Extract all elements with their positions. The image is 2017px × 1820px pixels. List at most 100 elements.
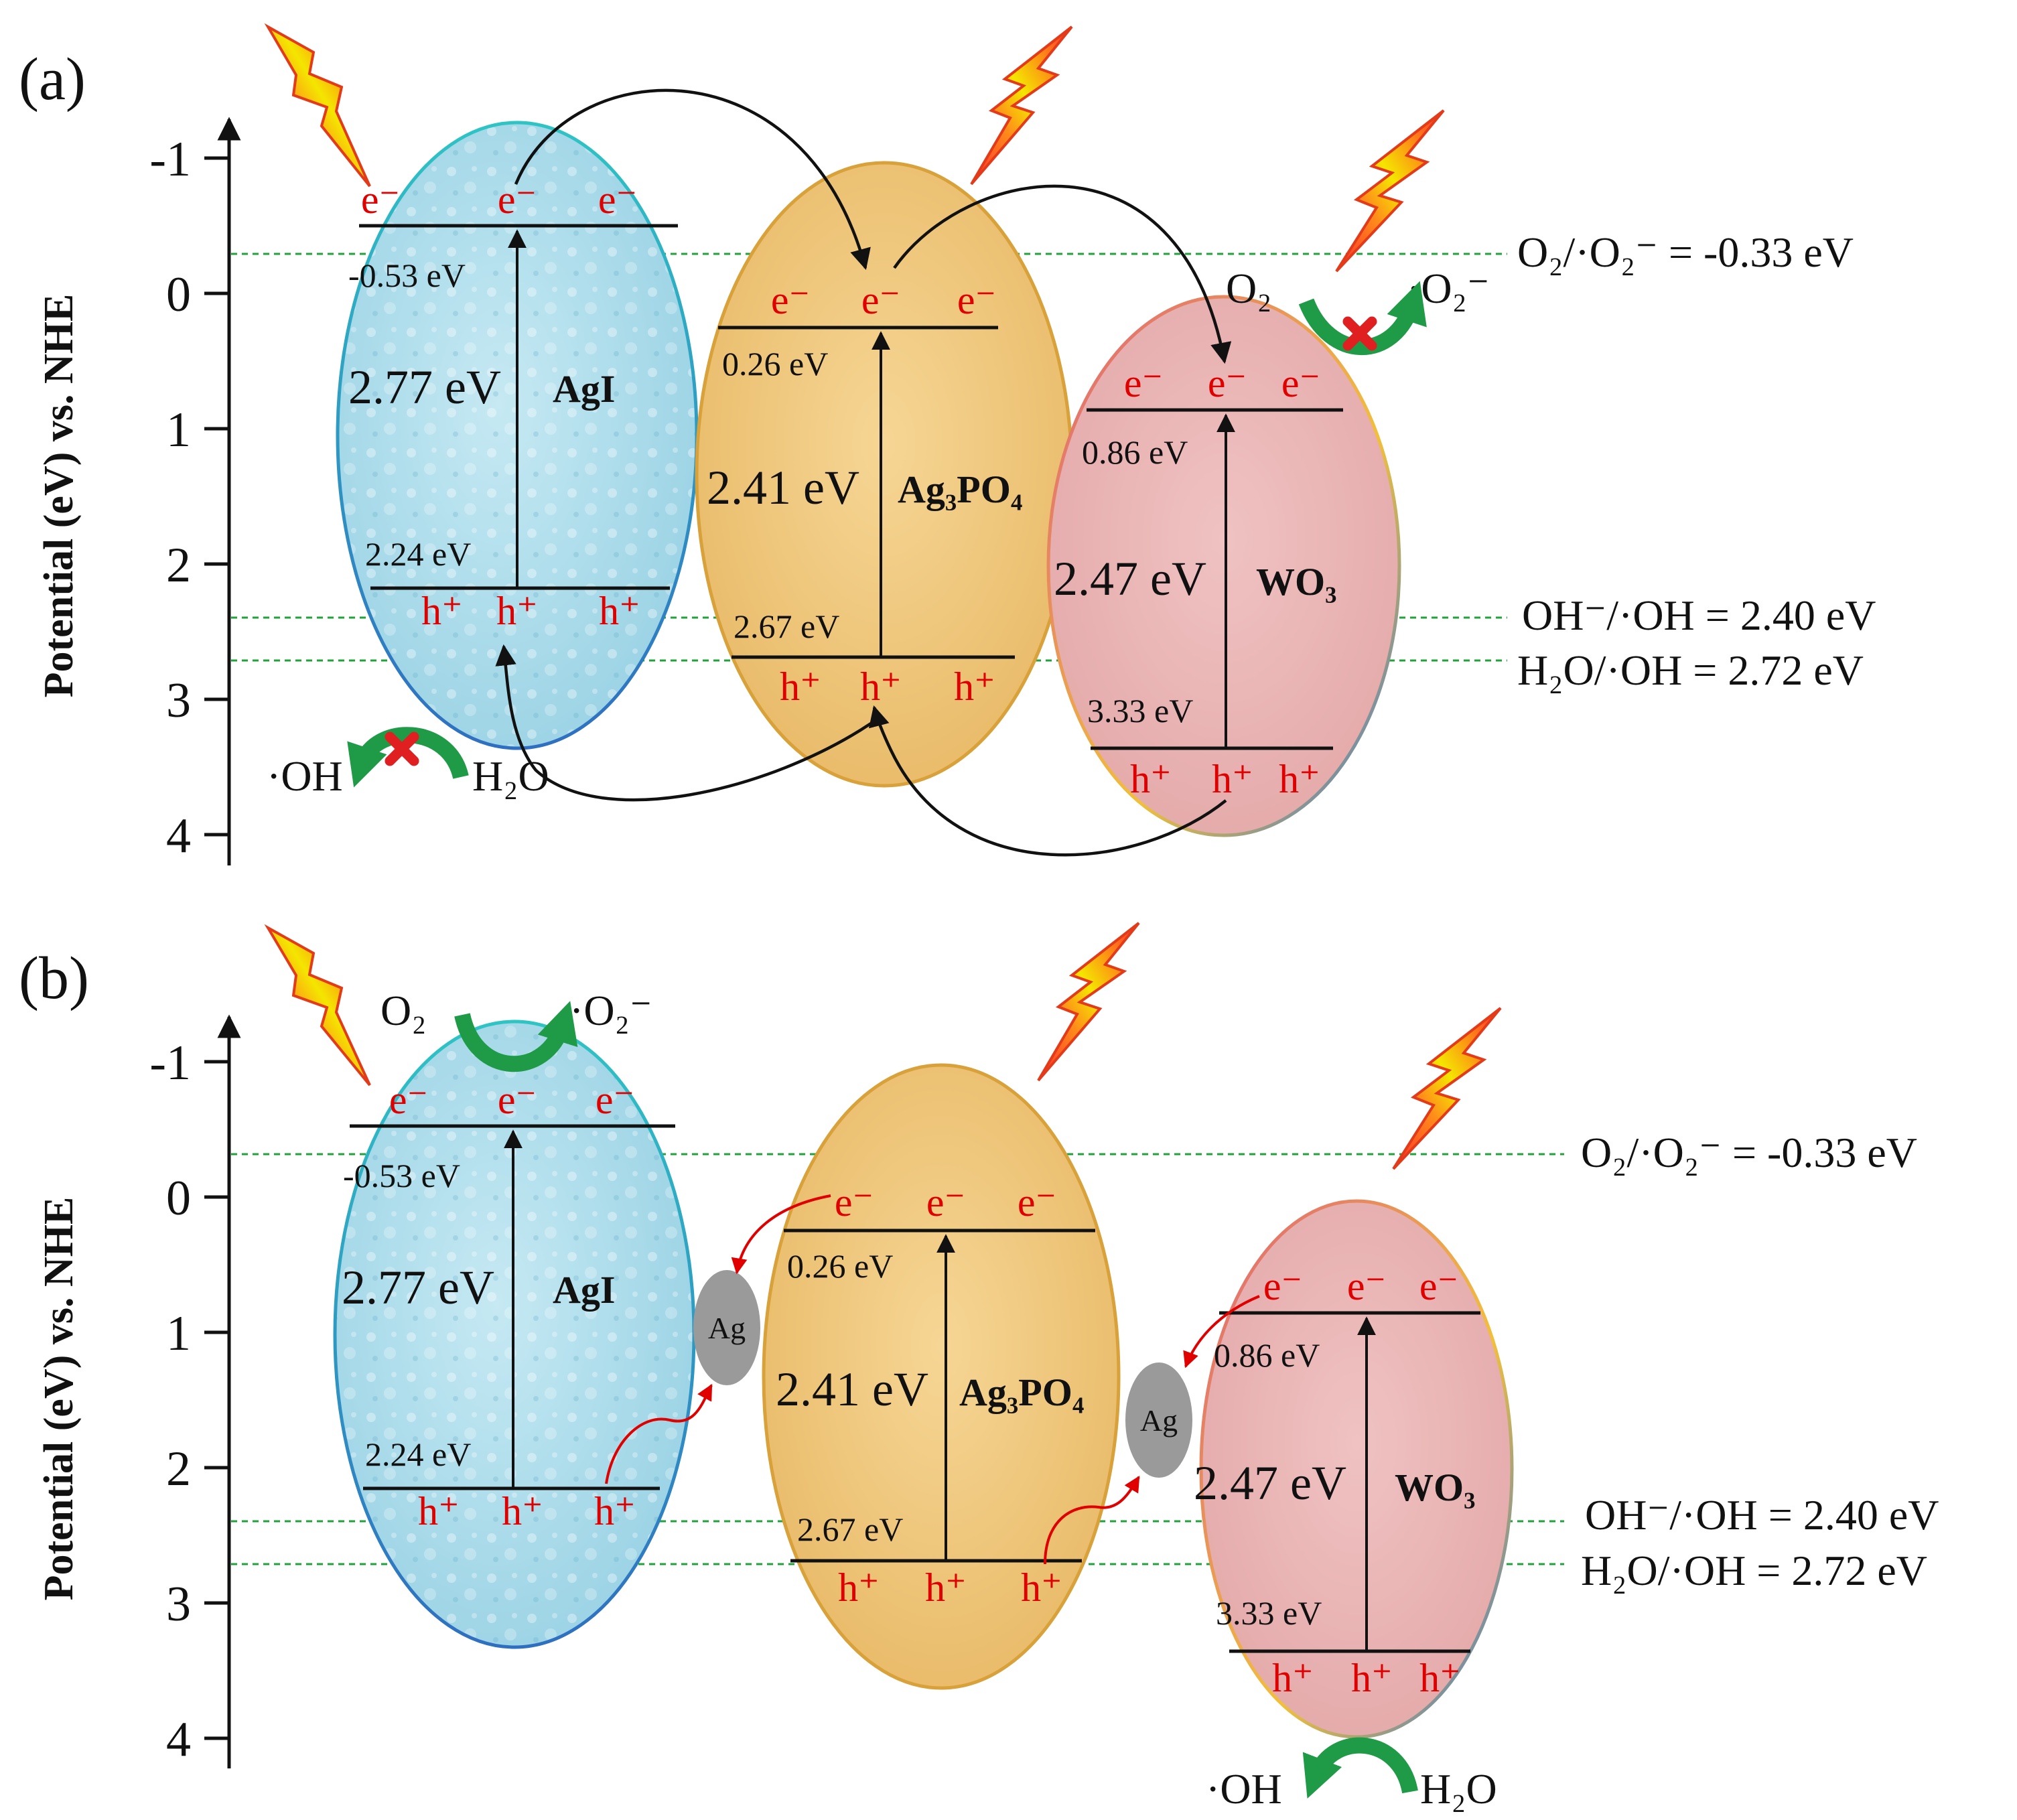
hole-recombination-arrow (605, 1383, 713, 1484)
electron-label: e⁻ (596, 1078, 634, 1122)
panel-b: (b) -1 0 1 2 3 4 Potential (eV) vs. NHE … (19, 922, 1939, 1813)
ref-label-oh: OH⁻/·OH = 2.40 eV (1522, 591, 1876, 639)
electron-label: e⁻ (1281, 361, 1320, 405)
electron-label: e⁻ (1124, 361, 1163, 405)
tick-label: 0 (166, 1171, 191, 1226)
electron-label: e⁻ (498, 1078, 537, 1122)
blocked-h2o-oxidation: ·OH H₂O (267, 727, 549, 800)
axis-a: -1 0 1 2 3 4 Potential (eV) vs. NHE (36, 117, 241, 865)
superoxide-species: ·O₂⁻ (1407, 265, 1490, 312)
ag3po4-semiconductor: e⁻ e⁻ e⁻ h⁺ h⁺ h⁺ 0.26 eV 2.67 eV 2.41 e… (762, 1063, 1121, 1690)
axis-title: Potential (eV) vs. NHE (36, 1197, 82, 1601)
tick-label: 2 (166, 538, 191, 593)
agi-cb-value: -0.53 eV (343, 1157, 460, 1194)
hole-label: h⁺ (496, 589, 538, 633)
hole-label: h⁺ (860, 664, 902, 709)
lightning-icon (1037, 922, 1140, 1082)
wo3-name: WO₃ (1395, 1466, 1476, 1509)
hole-label: h⁺ (1419, 1656, 1461, 1700)
ag3po4-semiconductor: e⁻ e⁻ e⁻ h⁺ h⁺ h⁺ 0.26 eV 2.67 eV 2.41 e… (695, 161, 1074, 788)
hole-label: h⁺ (1351, 1656, 1393, 1700)
electron-label: e⁻ (389, 1078, 428, 1122)
electron-to-ag-arrow (1183, 1295, 1260, 1369)
hole-label: h⁺ (594, 1489, 636, 1533)
electron-label: e⁻ (926, 1180, 965, 1224)
blocked-x-mark (385, 731, 419, 766)
agi-semiconductor: e⁻ e⁻ e⁻ h⁺ h⁺ h⁺ -0.53 eV 2.24 eV 2.77 … (336, 121, 699, 750)
agi-vb-value: 2.24 eV (365, 535, 471, 573)
hole-label: h⁺ (954, 664, 995, 709)
axis-title: Potential (eV) vs. NHE (36, 294, 82, 698)
ag3po4-cb-value: 0.26 eV (787, 1247, 893, 1285)
wo3-vb-value: 3.33 eV (1216, 1594, 1322, 1632)
water-species: H₂O (1420, 1765, 1497, 1813)
ref-label-h2o: H₂O/·OH = 2.72 eV (1581, 1547, 1927, 1594)
reaction-arrow (454, 1001, 578, 1072)
tick-label: 3 (166, 1577, 191, 1632)
hole-label: h⁺ (780, 664, 821, 709)
hole-label: h⁺ (418, 1489, 460, 1533)
ag3po4-name: Ag₃PO₄ (959, 1371, 1084, 1414)
hole-label: h⁺ (838, 1565, 880, 1610)
hydroxyl-species: ·OH (1206, 1765, 1282, 1813)
ag-particle: Ag (1125, 1362, 1192, 1478)
water-species: H₂O (472, 752, 549, 800)
hole-label: h⁺ (599, 589, 640, 633)
agi-semiconductor: e⁻ e⁻ e⁻ h⁺ h⁺ h⁺ -0.53 eV 2.24 eV 2.77 … (333, 1020, 696, 1649)
tick-label: -1 (149, 132, 191, 187)
blocked-o2-reduction: O₂ ·O₂⁻ (1226, 265, 1490, 356)
ref-label-o2: O₂/·O₂⁻ = -0.33 eV (1581, 1129, 1917, 1176)
o2-species: O₂ (1226, 265, 1272, 312)
ag-label: Ag (1140, 1403, 1178, 1438)
ref-label-o2: O₂/·O₂⁻ = -0.33 eV (1517, 228, 1854, 276)
hole-transfer-arrow (868, 705, 1227, 857)
agi-vb-value: 2.24 eV (365, 1436, 471, 1473)
tick-label: 1 (166, 403, 191, 458)
electron-transfer-arrow (514, 88, 871, 271)
agi-gap-value: 2.77 eV (342, 1261, 494, 1314)
o2-species: O₂ (380, 987, 427, 1034)
lightning-icon (1335, 109, 1445, 273)
lightning-icon (970, 25, 1073, 186)
wo3-ellipse (1199, 1199, 1514, 1739)
ag3po4-cb-value: 0.26 eV (722, 345, 828, 382)
ag-label: Ag (708, 1311, 746, 1345)
electron-label: e⁻ (498, 178, 537, 222)
o2-reduction: O₂ ·O₂⁻ (380, 987, 652, 1072)
wo3-name: WO₃ (1256, 560, 1337, 604)
reaction-arrow (1302, 1737, 1418, 1799)
panel-b-label: (b) (19, 945, 89, 1011)
tick-label: -1 (149, 1036, 191, 1091)
electron-label: e⁻ (1419, 1264, 1458, 1308)
panel-a: (a) -1 0 1 2 3 4 Potential (eV) vs. NHE … (19, 23, 1876, 865)
tick-label: 3 (166, 673, 191, 728)
electron-label: e⁻ (835, 1180, 874, 1224)
wo3-gap-value: 2.47 eV (1194, 1456, 1346, 1510)
agi-gap-value: 2.77 eV (348, 360, 501, 414)
axis-b: -1 0 1 2 3 4 Potential (eV) vs. NHE (36, 1014, 241, 1768)
hole-label: h⁺ (1212, 757, 1253, 801)
hole-label: h⁺ (1272, 1656, 1314, 1700)
electron-transfer-arrow (893, 184, 1232, 364)
hydroxyl-species: ·OH (267, 752, 343, 800)
electron-label: e⁻ (861, 278, 900, 322)
agi-cb-value: -0.53 eV (348, 257, 466, 294)
electron-label: e⁻ (1347, 1264, 1386, 1308)
hole-label: h⁺ (1130, 757, 1172, 801)
ag3po4-name: Ag₃PO₄ (898, 468, 1022, 511)
wo3-cb-value: 0.86 eV (1214, 1336, 1320, 1374)
electron-label: e⁻ (1018, 1180, 1056, 1224)
ag-particle: Ag (693, 1270, 760, 1385)
reaction-arrow (1298, 281, 1427, 356)
agi-name: AgI (553, 1268, 615, 1312)
wo3-semiconductor: e⁻ e⁻ e⁻ h⁺ h⁺ h⁺ 0.86 eV 3.33 eV 2.47 e… (1046, 295, 1401, 837)
ag3po4-gap-value: 2.41 eV (776, 1362, 928, 1416)
electron-label: e⁻ (598, 178, 637, 222)
tick-label: 2 (166, 1442, 191, 1496)
hole-label: h⁺ (421, 589, 463, 633)
panel-a-label: (a) (19, 46, 86, 113)
wo3-cb-value: 0.86 eV (1082, 433, 1188, 471)
ag3po4-gap-value: 2.41 eV (707, 461, 859, 514)
ref-label-oh: OH⁻/·OH = 2.40 eV (1585, 1491, 1939, 1539)
